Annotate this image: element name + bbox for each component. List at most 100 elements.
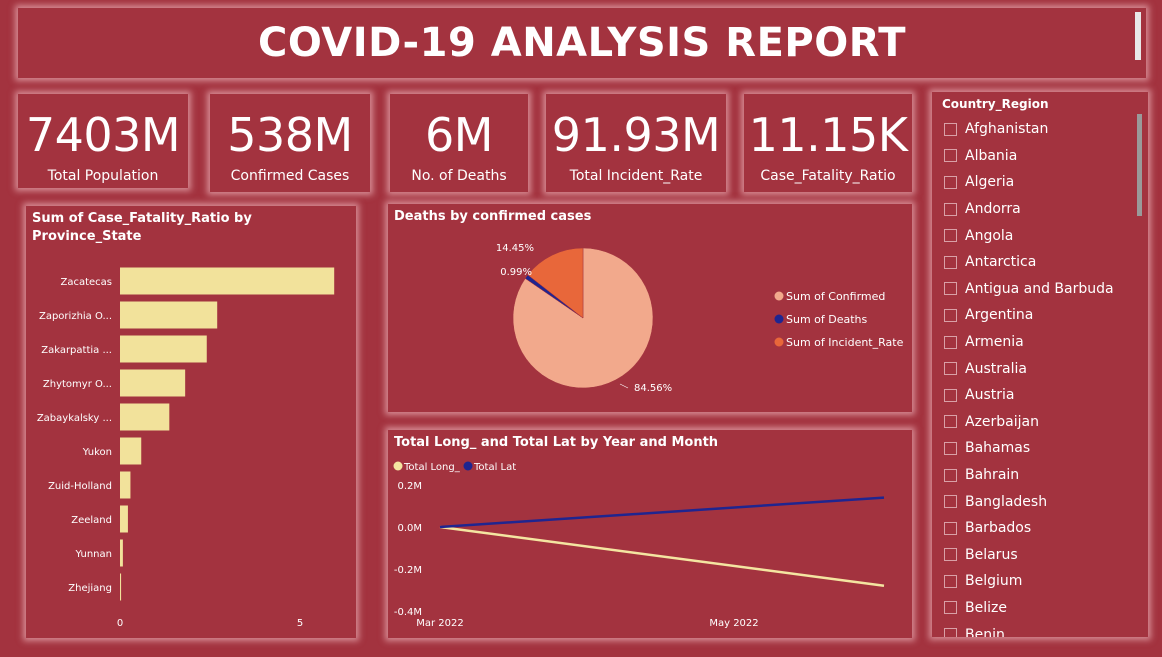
pie-leader-line bbox=[619, 383, 629, 389]
line-chart-panel: Total Long_ and Total Lat by Year and Mo… bbox=[388, 430, 912, 638]
kpi-card-case-fatality-ratio: 11.15K Case_Fatality_Ratio bbox=[744, 94, 912, 192]
slicer-item-label: Bangladesh bbox=[965, 493, 1048, 510]
slicer-item[interactable]: Armenia bbox=[944, 329, 1114, 356]
slicer-item[interactable]: Angola bbox=[944, 222, 1114, 249]
checkbox[interactable] bbox=[944, 495, 957, 509]
report-title: COVID-19 ANALYSIS REPORT bbox=[257, 20, 907, 66]
slicer-scrollbar[interactable] bbox=[1137, 114, 1142, 216]
slicer-item[interactable]: Belgium bbox=[944, 568, 1114, 595]
checkbox[interactable] bbox=[944, 335, 957, 349]
slicer-item-label: Austria bbox=[965, 387, 1015, 404]
slicer-item-label: Belgium bbox=[965, 573, 1023, 590]
kpi-label: Total Population bbox=[47, 168, 159, 184]
bar-chart-panel: Sum of Case_Fatality_Ratio by Province_S… bbox=[26, 206, 356, 638]
checkbox[interactable] bbox=[944, 468, 957, 482]
slicer-item-label: Angola bbox=[965, 227, 1014, 244]
bar[interactable] bbox=[120, 437, 142, 465]
kpi-card-deaths: 6M No. of Deaths bbox=[390, 94, 528, 192]
title-banner: COVID-19 ANALYSIS REPORT bbox=[18, 8, 1146, 78]
slicer-item[interactable]: Andorra bbox=[944, 196, 1114, 223]
country-region-slicer: Country_Region Afghanistan Albania Algeria… bbox=[932, 92, 1148, 637]
slicer-item[interactable]: Afghanistan bbox=[944, 116, 1114, 143]
legend-label: Total Long_ bbox=[403, 462, 461, 473]
pie-chart-panel: Deaths by confirmed cases 84.56% 0.99% 14.… bbox=[388, 204, 912, 412]
kpi-card-confirmed-cases: 538M Confirmed Cases bbox=[210, 94, 370, 192]
slicer-item-label: Antigua and Barbuda bbox=[965, 280, 1114, 297]
bar-category-label: Zabaykalsky ... bbox=[37, 413, 112, 424]
slicer-item[interactable]: Algeria bbox=[944, 169, 1114, 196]
bar[interactable] bbox=[120, 573, 122, 601]
slicer-item[interactable]: Bahamas bbox=[944, 435, 1114, 462]
bar[interactable] bbox=[120, 335, 207, 363]
checkbox[interactable] bbox=[944, 574, 957, 588]
checkbox[interactable] bbox=[944, 628, 957, 637]
slicer-item[interactable]: Albania bbox=[944, 143, 1114, 170]
slicer-item[interactable]: Barbados bbox=[944, 515, 1114, 542]
slicer-item[interactable]: Antarctica bbox=[944, 249, 1114, 276]
checkbox[interactable] bbox=[944, 149, 957, 163]
slicer-item-label: Antarctica bbox=[965, 254, 1037, 271]
bar[interactable] bbox=[120, 369, 186, 397]
checkbox[interactable] bbox=[944, 441, 957, 455]
line-series[interactable] bbox=[439, 496, 885, 529]
checkbox[interactable] bbox=[944, 388, 957, 402]
slicer-item[interactable]: Austria bbox=[944, 382, 1114, 409]
pie-slice[interactable] bbox=[527, 247, 584, 319]
checkbox[interactable] bbox=[944, 122, 957, 136]
slicer-item[interactable]: Bahrain bbox=[944, 462, 1114, 489]
legend-label: Total Lat bbox=[473, 462, 516, 473]
legend-marker bbox=[463, 461, 473, 471]
legend-label: Sum of Incident_Rate bbox=[786, 336, 904, 349]
checkbox[interactable] bbox=[944, 308, 957, 322]
checkbox[interactable] bbox=[944, 229, 957, 243]
slicer-item[interactable]: Benin bbox=[944, 621, 1114, 637]
legend-label: Sum of Deaths bbox=[786, 313, 868, 326]
bar-category-label: Zaporizhia O... bbox=[39, 311, 112, 322]
legend-marker bbox=[774, 314, 784, 324]
line-y-tick-label: -0.4M bbox=[394, 607, 422, 618]
bar[interactable] bbox=[120, 471, 131, 499]
legend-label: Sum of Confirmed bbox=[786, 290, 885, 303]
pie-data-label: 0.99% bbox=[500, 267, 532, 278]
checkbox[interactable] bbox=[944, 202, 957, 216]
kpi-label: No. of Deaths bbox=[411, 168, 507, 184]
bar-x-tick-label: 5 bbox=[297, 618, 303, 629]
checkbox[interactable] bbox=[944, 521, 957, 535]
checkbox[interactable] bbox=[944, 255, 957, 269]
kpi-value: 7403M bbox=[25, 108, 181, 162]
slicer-item-label: Benin bbox=[965, 626, 1005, 637]
slicer-item[interactable]: Azerbaijan bbox=[944, 409, 1114, 436]
pie-data-label: 84.56% bbox=[634, 383, 672, 394]
checkbox[interactable] bbox=[944, 175, 957, 189]
slicer-item[interactable]: Australia bbox=[944, 355, 1114, 382]
line-x-tick-label: May 2022 bbox=[709, 618, 758, 629]
bar[interactable] bbox=[120, 267, 335, 295]
slicer-item-label: Bahamas bbox=[965, 440, 1031, 457]
slicer-item[interactable]: Bangladesh bbox=[944, 488, 1114, 515]
bar[interactable] bbox=[120, 403, 170, 431]
kpi-value: 538M bbox=[227, 108, 353, 162]
checkbox[interactable] bbox=[944, 601, 957, 615]
bar-category-label: Zacatecas bbox=[60, 277, 112, 288]
checkbox[interactable] bbox=[944, 415, 957, 429]
bar[interactable] bbox=[120, 505, 128, 533]
slicer-item-label: Belarus bbox=[965, 546, 1018, 563]
slicer-item-label: Andorra bbox=[965, 201, 1021, 218]
pie-chart: 84.56% 0.99% 14.45% Sum of Confirmed Sum of … bbox=[496, 243, 904, 394]
slicer-item[interactable]: Antigua and Barbuda bbox=[944, 276, 1114, 303]
checkbox[interactable] bbox=[944, 362, 957, 376]
bar[interactable] bbox=[120, 539, 123, 567]
slicer-item[interactable]: Belize bbox=[944, 595, 1114, 622]
checkbox[interactable] bbox=[944, 282, 957, 296]
slicer-item[interactable]: Argentina bbox=[944, 302, 1114, 329]
line-series[interactable] bbox=[439, 525, 885, 588]
checkbox[interactable] bbox=[944, 548, 957, 562]
bar-x-tick-label: 0 bbox=[117, 618, 123, 629]
title-scrollbar[interactable] bbox=[1135, 12, 1141, 60]
slicer-list: Afghanistan Albania Algeria Andorra Angola An… bbox=[944, 116, 1114, 637]
bar-category-label: Yunnan bbox=[75, 549, 112, 560]
slicer-item-label: Albania bbox=[965, 147, 1018, 164]
bar[interactable] bbox=[120, 301, 218, 329]
slicer-item[interactable]: Belarus bbox=[944, 542, 1114, 569]
